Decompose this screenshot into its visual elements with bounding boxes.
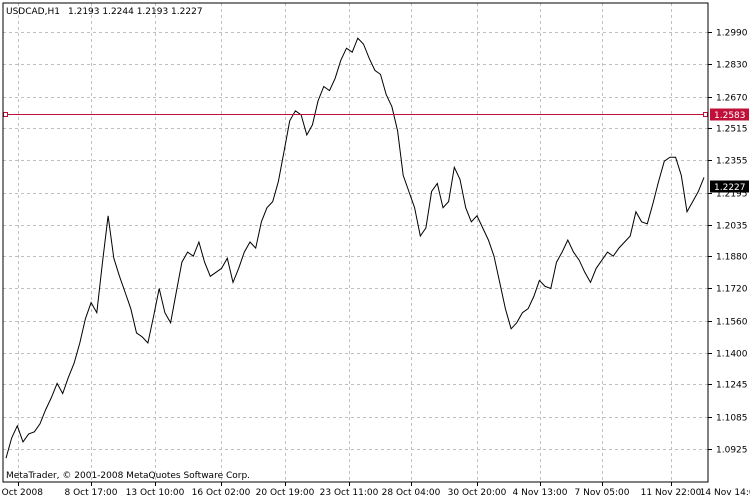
- y-tick-label: 1.1085: [716, 414, 748, 424]
- y-tick-label: 1.1400: [716, 350, 748, 360]
- horizontal-line-group: 1.2583: [3, 108, 749, 121]
- y-tick-label: 1.2515: [716, 125, 748, 135]
- x-tick-label: 20 Oct 19:00: [256, 488, 315, 498]
- y-tick-label: 1.0925: [716, 446, 748, 456]
- grid: [3, 3, 708, 482]
- symbol-label: USDCAD,H1: [6, 7, 60, 17]
- x-tick-label: 8 Oct 17:00: [65, 488, 118, 498]
- hline-price-badge: [710, 108, 749, 121]
- y-tick-label: 1.1880: [716, 253, 748, 263]
- x-tick-label: 7 Nov 05:00: [575, 488, 630, 498]
- x-tick-label: 23 Oct 11:00: [320, 488, 379, 498]
- x-tick-label: 8 Oct 2008: [0, 488, 43, 498]
- hline-price-label: 1.2583: [714, 111, 746, 121]
- y-tick-label: 1.2670: [716, 94, 748, 104]
- y-tick-label: 1.2195: [716, 190, 748, 200]
- current-price-badge: [710, 180, 749, 193]
- y-tick-label: 1.1245: [716, 381, 748, 391]
- x-tick-label: 13 Oct 10:00: [126, 488, 185, 498]
- y-axis: 1.2990 1.2830 1.2670 1.2515 1.2355 1.2195 1.20…: [708, 29, 748, 456]
- y-tick-label: 1.1720: [716, 285, 748, 295]
- ohlc-quote: 1.2193 1.2244 1.2193 1.2227: [68, 7, 203, 17]
- current-price-group: 1.2227: [710, 180, 749, 193]
- current-price-label: 1.2227: [714, 183, 746, 193]
- x-tick-label: 11 Nov 22:00: [641, 488, 702, 498]
- x-tick-label: 4 Nov 13:00: [513, 488, 568, 498]
- x-tick-label: 28 Oct 04:00: [382, 488, 441, 498]
- x-tick-label: 30 Oct 20:00: [448, 488, 507, 498]
- price-line: [5, 37, 705, 459]
- plot-frame: [2, 2, 709, 483]
- y-tick-label: 1.2990: [716, 29, 748, 39]
- x-tick-label: 14 Nov 14:00: [700, 488, 750, 498]
- y-tick-label: 1.2355: [716, 157, 748, 167]
- x-tick-label: 16 Oct 02:00: [192, 488, 251, 498]
- copyright-text: MetaTrader, © 2001-2008 MetaQuotes Softw…: [6, 471, 250, 481]
- hline-handle-left: [3, 112, 8, 117]
- y-tick-label: 1.1560: [716, 318, 748, 328]
- y-tick-label: 1.2830: [716, 61, 748, 71]
- y-tick-label: 1.2035: [716, 222, 748, 232]
- x-axis: 8 Oct 2008 8 Oct 17:00 13 Oct 10:00 16 Oct …: [0, 482, 750, 498]
- hline-handle-right: [703, 112, 708, 117]
